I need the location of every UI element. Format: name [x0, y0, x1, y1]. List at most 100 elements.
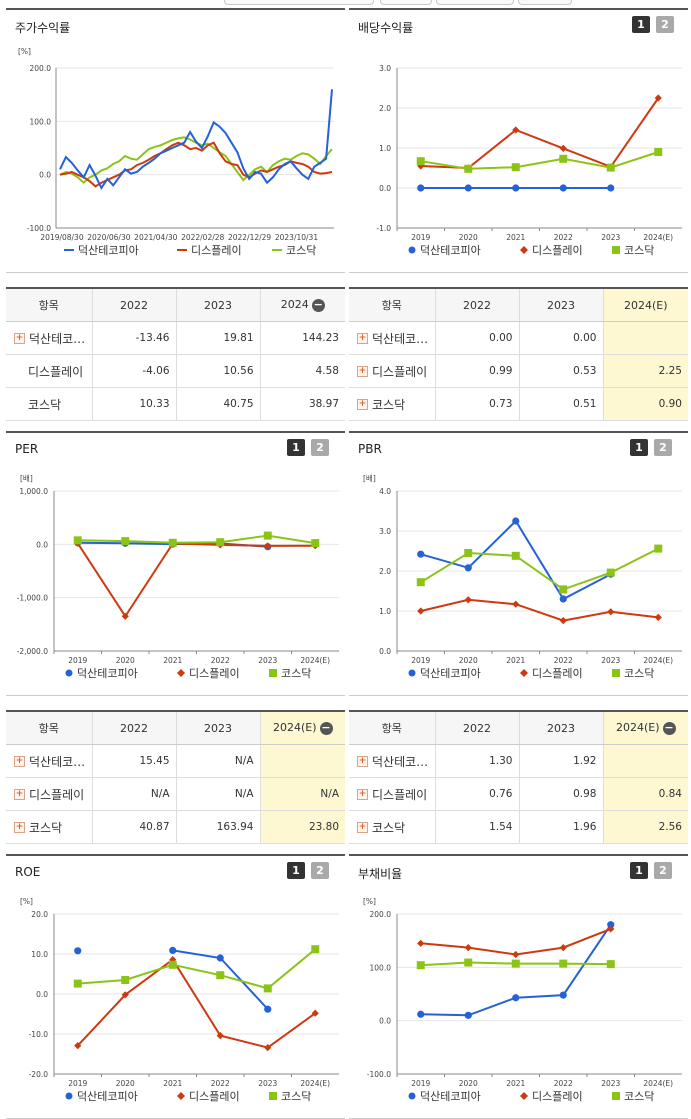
legend-item[interactable]: 덕산테코피아 [65, 1090, 138, 1103]
column-header-item: 항목 [349, 710, 435, 745]
x-tick-label: 2019 [68, 656, 87, 665]
series-line [420, 927, 612, 956]
table-row: + 코스닥 1.54 1.96 2.56 [349, 810, 688, 844]
expand-plus-icon[interactable]: + [357, 365, 368, 377]
data-point [416, 157, 425, 166]
legend-label: 디스플레이 [532, 244, 583, 257]
value-cell: 1.30 [434, 744, 519, 778]
top-button-1[interactable] [224, 0, 374, 5]
data-point [168, 960, 177, 969]
expand-plus-icon[interactable]: + [357, 788, 368, 800]
legend-item[interactable]: 코스닥 [612, 244, 654, 257]
series-1 [417, 184, 615, 192]
chart-toggle-1-button[interactable]: 1 [630, 439, 648, 456]
data-point [74, 947, 82, 955]
legend-item[interactable]: 코스닥 [272, 244, 316, 257]
legend-item[interactable]: 코스닥 [269, 667, 311, 680]
y-tick-label: -2,000.0 [17, 647, 49, 656]
row-name-cell: + 덕산테코… [6, 321, 92, 355]
chart-toggle-1-button[interactable]: 1 [287, 862, 305, 879]
legend-item[interactable]: 덕산테코피아 [408, 244, 481, 257]
top-controls-peek [0, 0, 691, 5]
legend-item[interactable]: 디스플레이 [177, 1090, 240, 1103]
x-tick-label: 2020 [459, 1079, 478, 1088]
expand-plus-icon[interactable]: + [357, 821, 368, 833]
legend-label: 덕산테코피아 [78, 244, 139, 257]
legend-item[interactable]: 코스닥 [612, 667, 654, 680]
legend-label: 덕산테코피아 [77, 667, 138, 680]
legend-marker-circle [65, 669, 73, 677]
value-cell: 1.54 [434, 810, 519, 844]
data-point [73, 979, 82, 988]
legend-item[interactable]: 덕산테코피아 [65, 667, 138, 680]
legend-item[interactable]: 디스플레이 [520, 244, 583, 257]
legend-item[interactable]: 덕산테코피아 [64, 244, 139, 257]
chart-toggle-1-button[interactable]: 1 [287, 439, 305, 456]
legend-item[interactable]: 덕산테코피아 [408, 1090, 481, 1103]
series-2 [417, 925, 615, 959]
table-row: + 덕산테코… 1.30 1.92 [349, 744, 688, 778]
legend-marker-square [612, 246, 620, 254]
chart-toggle-2-button[interactable]: 2 [311, 439, 329, 456]
row-name-cell: + 덕산테코… [349, 321, 435, 355]
x-tick-label: 2020 [459, 656, 478, 665]
legend-item[interactable]: 디스플레이 [177, 667, 240, 680]
column-header-year: 2024(E) − [602, 710, 688, 745]
per-table: 항목 2022 2023 2024(E) − + 덕산테코… 15.45 N/A + 디스플레이 N/… [6, 710, 345, 844]
legend-marker-circle [65, 1092, 73, 1100]
expand-plus-icon[interactable]: + [14, 755, 25, 767]
table-row: + 덕산테코… 15.45 N/A [6, 744, 345, 778]
expand-plus-icon[interactable]: + [14, 821, 25, 833]
data-point [417, 1010, 425, 1018]
chart-toggle-2-button[interactable]: 2 [654, 439, 672, 456]
chart-toggle-2-button[interactable]: 2 [311, 862, 329, 879]
value-cell [602, 321, 688, 355]
legend-item[interactable]: 디스플레이 [520, 667, 583, 680]
y-tick-label: 0.0 [379, 647, 391, 656]
dividend-table: 항목 2022 2023 2024(E) + 덕산테코… 0.00 0.00 + 디스플레이 0.9… [349, 287, 688, 421]
data-point [168, 538, 177, 547]
collapse-minus-icon[interactable]: − [662, 720, 676, 735]
legend-item[interactable]: 덕산테코피아 [408, 667, 481, 680]
data-point [512, 184, 520, 192]
chart-toggle-2-button[interactable]: 2 [656, 16, 674, 33]
x-tick-label: 2021/04/30 [134, 233, 177, 242]
table-row: 코스닥 10.33 40.75 38.97 [6, 387, 345, 421]
chart-toggle-2-button[interactable]: 2 [654, 862, 672, 879]
legend-item[interactable]: 디스플레이 [177, 244, 242, 257]
series-2 [417, 94, 662, 172]
x-tick-label: 2021 [506, 656, 525, 665]
top-button-2[interactable] [380, 0, 432, 5]
data-point [216, 954, 224, 962]
expand-plus-icon[interactable]: + [357, 332, 368, 344]
data-point [607, 608, 615, 616]
top-button-3[interactable] [436, 0, 514, 5]
expand-plus-icon[interactable]: + [14, 332, 25, 344]
row-name-cell: + 디스플레이 [349, 354, 435, 388]
chart-toggle-1-button[interactable]: 1 [630, 862, 648, 879]
value-cell: 0.76 [434, 777, 519, 811]
collapse-minus-icon[interactable]: − [311, 297, 325, 312]
collapse-minus-icon[interactable]: − [319, 720, 333, 735]
expand-plus-icon[interactable]: + [357, 398, 368, 410]
panel-title: PBR [358, 442, 382, 456]
legend-label: 덕산테코피아 [77, 1090, 138, 1103]
column-header-year: 2022 [91, 710, 176, 745]
unit-label: [%] [363, 897, 376, 906]
data-point [559, 959, 568, 968]
x-tick-label: 2021 [506, 233, 525, 242]
chart-toggle-1-button[interactable]: 1 [632, 16, 650, 33]
x-tick-label: 2021 [506, 1079, 525, 1088]
expand-plus-icon[interactable]: + [357, 755, 368, 767]
data-point [417, 184, 425, 192]
panel-debt-ratio: 부채비율 1 2 [%] 200.0 100.0 0.0 -100.0 2019 2020 2… [349, 854, 688, 1119]
top-button-4[interactable] [518, 0, 572, 5]
legend-item[interactable]: 디스플레이 [520, 1090, 583, 1103]
value-cell: 2.56 [602, 810, 688, 844]
legend-item[interactable]: 코스닥 [612, 1090, 654, 1103]
legend-item[interactable]: 코스닥 [269, 1090, 311, 1103]
expand-plus-icon[interactable]: + [14, 788, 25, 800]
y-tick-label: -1,000.0 [17, 594, 49, 603]
series-2 [74, 956, 319, 1052]
y-tick-label: 100.0 [30, 117, 52, 126]
